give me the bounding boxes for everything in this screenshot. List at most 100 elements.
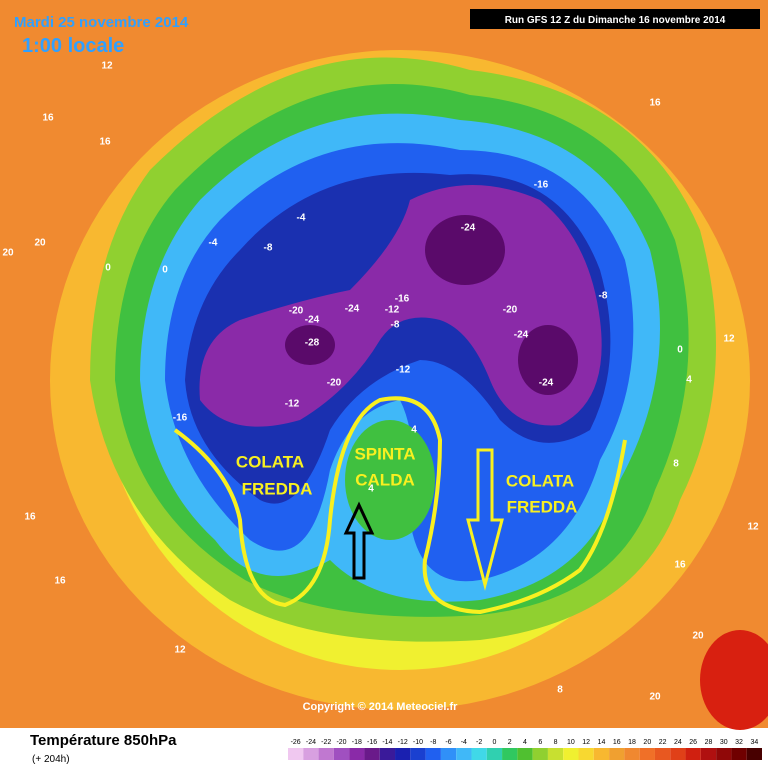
legend-tick-label: -20 (336, 739, 346, 746)
legend-swatch (486, 748, 503, 760)
contour-label: -12 (385, 305, 400, 316)
contour-label: -8 (391, 320, 400, 331)
legend-tick-label: -26 (291, 739, 301, 746)
legend-swatch (746, 748, 762, 760)
legend-swatch (395, 748, 411, 760)
annotation: COLATA (506, 471, 574, 490)
contour-label: -28 (305, 338, 320, 349)
contour-label: -24 (539, 378, 554, 389)
contour-label: -20 (289, 306, 304, 317)
legend-swatch (609, 748, 625, 760)
legend-swatch (440, 748, 457, 760)
contour-label: 0 (677, 345, 683, 356)
contour-label: -16 (395, 294, 410, 305)
legend-swatch (410, 748, 426, 760)
contour-label: -12 (396, 365, 411, 376)
contour-label: 16 (674, 560, 686, 571)
legend-swatch (364, 748, 380, 760)
annotation: FREDDA (507, 497, 578, 516)
legend-swatch (456, 748, 472, 760)
legend-swatch (563, 748, 579, 760)
contour-label: -8 (264, 243, 273, 254)
legend-swatch (670, 748, 686, 760)
contour-label: -4 (209, 238, 218, 249)
contour-label: 12 (747, 522, 759, 533)
legend-tick-label: 26 (689, 739, 697, 746)
legend-swatch (288, 748, 304, 760)
legend-tick-label: 32 (735, 739, 743, 746)
legend-tick-label: -24 (306, 739, 316, 746)
legend-swatch (716, 748, 732, 760)
legend-tick-label: 18 (628, 739, 636, 746)
legend-swatch (502, 748, 518, 760)
contour-label: 4 (368, 484, 374, 495)
legend-tick-label: -2 (476, 739, 482, 746)
legend-swatch (425, 748, 441, 760)
legend-tick-label: -6 (445, 739, 451, 746)
footer-title: Température 850hPa (30, 732, 177, 749)
legend-swatch (593, 748, 610, 760)
contour-label: -24 (305, 315, 320, 326)
legend-tick-label: 12 (582, 739, 590, 746)
legend-tick-label: 6 (538, 739, 542, 746)
date: Mardi 25 novembre 2014 (14, 14, 189, 31)
legend-swatch (333, 748, 350, 760)
contour-label: -24 (345, 304, 360, 315)
time: 1:00 locale (22, 35, 124, 57)
annotation: FREDDA (242, 479, 313, 498)
contour-label: -24 (514, 330, 529, 341)
annotation-line (173, 396, 627, 615)
legend-swatch (547, 748, 564, 760)
legend-tick-label: 8 (554, 739, 558, 746)
legend-swatch (578, 748, 594, 760)
legend-swatch (532, 748, 548, 760)
contour-label: 8 (673, 459, 679, 470)
contour-label: 4 (411, 425, 417, 436)
contour-label: 0 (162, 265, 168, 276)
legend-tick-label: 20 (643, 739, 651, 746)
band (700, 630, 768, 730)
contour-label: 16 (54, 576, 66, 587)
contour-label: 16 (42, 113, 54, 124)
legend-tick-label: -12 (398, 739, 408, 746)
contour-label: -24 (461, 223, 476, 234)
band (425, 215, 505, 285)
legend-tick-label: -8 (430, 739, 436, 746)
contour-label: 8 (557, 685, 563, 696)
legend-swatch (700, 748, 717, 760)
annotation: SPINTA (354, 444, 415, 463)
legend-tick-label: 14 (598, 739, 606, 746)
legend-tick-label: 2 (508, 739, 512, 746)
legend-tick-label: -16 (367, 739, 377, 746)
contour-label: -4 (297, 213, 306, 224)
contour-label: -16 (534, 180, 549, 191)
copyright: Copyright © 2014 Meteociel.fr (303, 701, 459, 713)
contour-label: -20 (503, 305, 518, 316)
contour-label: 16 (649, 98, 661, 109)
contour-label: 12 (174, 645, 186, 656)
band (345, 420, 435, 540)
contour-label: 12 (101, 61, 113, 72)
legend-tick-label: -22 (321, 739, 331, 746)
annotation: CALDA (355, 470, 415, 489)
contour-label: 20 (649, 692, 661, 703)
footer-subtitle: (+ 204h) (32, 754, 70, 765)
legend-swatch (517, 748, 533, 760)
contour-label: 20 (34, 238, 46, 249)
legend-swatch (379, 748, 396, 760)
run-box (470, 9, 760, 29)
contour-label: 20 (2, 248, 14, 259)
contour-label: 12 (723, 334, 735, 345)
legend-swatch (685, 748, 701, 760)
legend-tick-label: -18 (352, 739, 362, 746)
legend-swatch (731, 748, 747, 760)
contour-label: -20 (327, 378, 342, 389)
legend-tick-label: -10 (413, 739, 423, 746)
legend-tick-label: 16 (613, 739, 621, 746)
contour-label: -16 (173, 413, 188, 424)
legend-swatch (654, 748, 671, 760)
band (285, 325, 335, 365)
